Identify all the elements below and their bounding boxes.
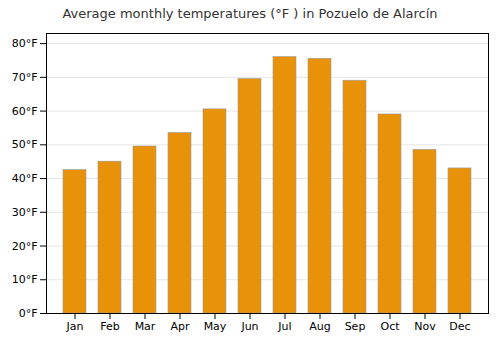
svg-text:50°F: 50°F <box>12 138 38 151</box>
svg-text:70°F: 70°F <box>12 71 38 84</box>
svg-text:May: May <box>204 320 227 333</box>
svg-text:Feb: Feb <box>100 320 119 333</box>
svg-text:10°F: 10°F <box>12 273 38 286</box>
svg-text:Aug: Aug <box>309 320 330 333</box>
svg-text:Dec: Dec <box>449 320 470 333</box>
svg-text:Jan: Jan <box>66 320 84 333</box>
svg-text:60°F: 60°F <box>12 105 38 118</box>
svg-text:Jun: Jun <box>240 320 258 333</box>
svg-text:20°F: 20°F <box>12 240 38 253</box>
svg-text:Jul: Jul <box>277 320 291 333</box>
svg-text:Mar: Mar <box>135 320 156 333</box>
svg-text:0°F: 0°F <box>19 307 38 320</box>
svg-text:80°F: 80°F <box>12 37 38 50</box>
svg-text:40°F: 40°F <box>12 172 38 185</box>
svg-text:Apr: Apr <box>170 320 190 333</box>
svg-text:Sep: Sep <box>345 320 366 333</box>
html-text:Average monthly temperatures (: Average monthly temperatures (°F ) in Po… <box>62 6 438 21</box>
svg-text:Oct: Oct <box>380 320 400 333</box>
svg-text:30°F: 30°F <box>12 206 38 219</box>
svg-text:Nov: Nov <box>414 320 436 333</box>
